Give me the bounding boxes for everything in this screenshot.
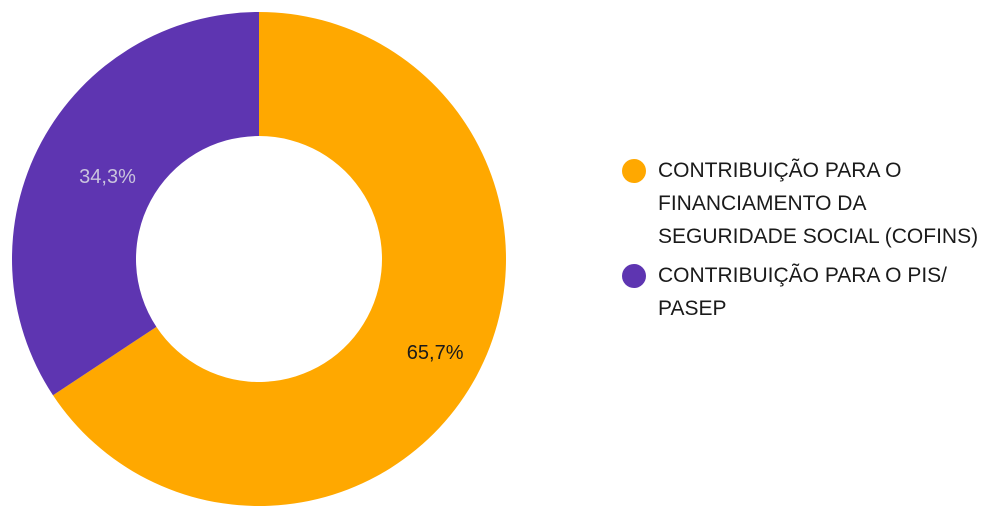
slice-pis-pasep	[12, 12, 259, 396]
legend-swatch-pis-pasep	[622, 264, 646, 288]
legend: CONTRIBUIÇÃO PARA O FINANCIAMENTO DA SEG…	[622, 156, 982, 333]
donut-slices	[12, 12, 506, 506]
legend-label-cofins: CONTRIBUIÇÃO PARA O FINANCIAMENTO DA SEG…	[658, 159, 979, 248]
slice-cofins	[52, 12, 506, 506]
legend-item-cofins: CONTRIBUIÇÃO PARA O FINANCIAMENTO DA SEG…	[622, 156, 982, 253]
slice-labels: 65,7% 34,3%	[79, 166, 464, 364]
legend-item-pis-pasep: CONTRIBUIÇÃO PARA O PIS/ PASEP	[622, 261, 982, 325]
slice-label-pis-pasep: 34,3%	[79, 166, 136, 188]
legend-swatch-cofins	[622, 159, 646, 183]
legend-label-pis-pasep: CONTRIBUIÇÃO PARA O PIS/ PASEP	[658, 264, 947, 320]
slice-label-cofins: 65,7%	[407, 342, 464, 364]
